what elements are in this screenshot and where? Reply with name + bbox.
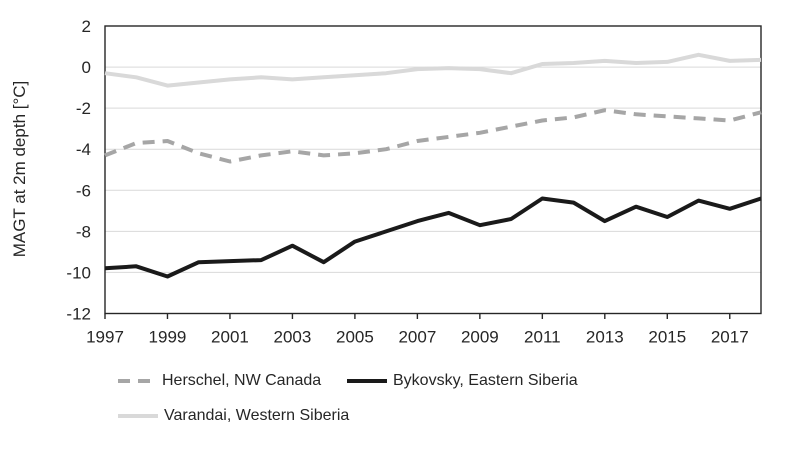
varandai-solid-line-swatch: [118, 414, 158, 418]
bykovsky-solid-line-swatch: [347, 379, 387, 383]
svg-text:2001: 2001: [211, 328, 249, 347]
svg-text:2013: 2013: [586, 328, 624, 347]
svg-text:-4: -4: [76, 140, 91, 159]
herschel-dashed-line-swatch: [118, 379, 156, 383]
svg-text:2017: 2017: [711, 328, 749, 347]
legend-item-herschel: Herschel, NW Canada: [118, 372, 347, 390]
svg-text:2003: 2003: [274, 328, 312, 347]
svg-text:2015: 2015: [648, 328, 686, 347]
svg-text:-6: -6: [76, 181, 91, 200]
svg-text:2005: 2005: [336, 328, 374, 347]
svg-text:1997: 1997: [86, 328, 124, 347]
y-axis-title: MAGT at 2m depth [°C]: [10, 80, 29, 258]
legend-row-1: Herschel, NW Canada Bykovsky, Eastern Si…: [118, 372, 578, 390]
svg-text:2009: 2009: [461, 328, 499, 347]
legend-item-bykovsky: Bykovsky, Eastern Siberia: [347, 372, 578, 390]
chart-legend: Herschel, NW Canada Bykovsky, Eastern Si…: [118, 372, 578, 442]
legend-item-varandai: Varandai, Western Siberia: [118, 407, 350, 425]
legend-label-varandai: Varandai, Western Siberia: [164, 407, 350, 424]
svg-text:0: 0: [82, 58, 91, 77]
svg-text:2007: 2007: [398, 328, 436, 347]
legend-row-2: Varandai, Western Siberia: [118, 407, 578, 425]
svg-text:-10: -10: [66, 263, 91, 282]
svg-text:2: 2: [82, 17, 91, 36]
legend-label-bykovsky: Bykovsky, Eastern Siberia: [393, 372, 578, 389]
svg-text:-8: -8: [76, 222, 91, 241]
svg-text:2011: 2011: [524, 328, 561, 347]
svg-text:1999: 1999: [149, 328, 187, 347]
legend-label-herschel: Herschel, NW Canada: [162, 372, 322, 389]
svg-text:-2: -2: [76, 99, 91, 118]
svg-text:-12: -12: [66, 305, 91, 324]
chart-plot-area: 1997 1999 2001 2003 2005 2007 2009 2011 2013 2015…: [66, 17, 762, 347]
